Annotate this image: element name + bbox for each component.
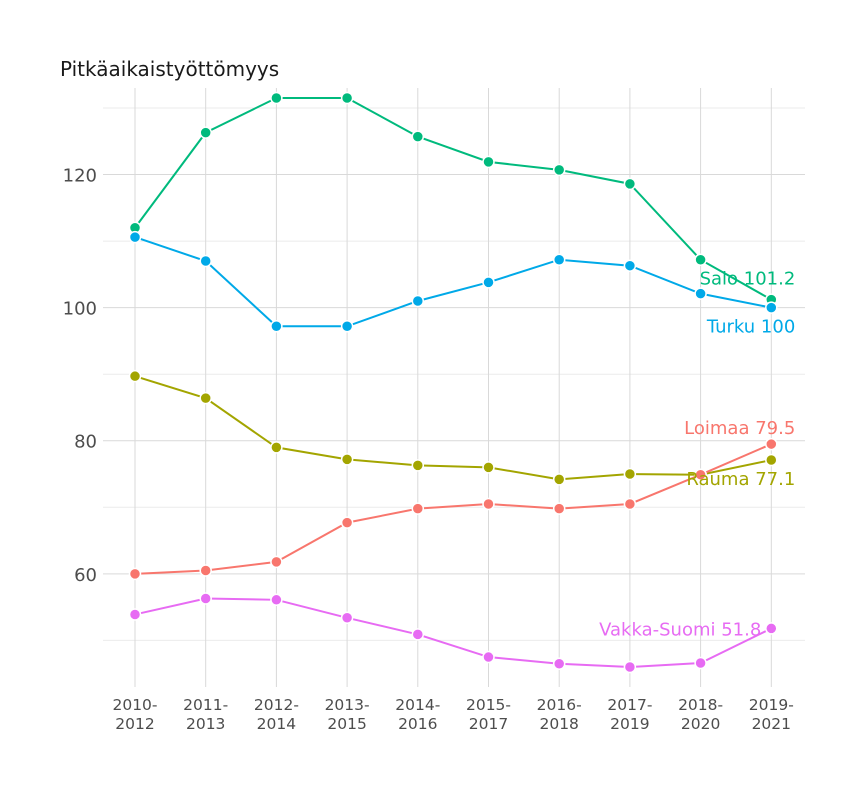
x-tick-label: 2017-2019 xyxy=(607,696,652,733)
data-point-rauma xyxy=(552,473,566,486)
end-label-turku: Turku 100 xyxy=(706,317,795,338)
x-tick-label: 2016-2018 xyxy=(537,696,582,733)
end-label-rauma: Rauma 77.1 xyxy=(686,469,795,490)
data-point-salo xyxy=(340,91,354,105)
y-axis: 60 80 100 120 xyxy=(63,166,97,586)
data-point-vakka-suomi xyxy=(128,608,142,621)
data-point-vakka-suomi xyxy=(765,622,778,635)
y-tick-label: 80 xyxy=(74,432,97,453)
data-point-vakka-suomi xyxy=(482,650,495,664)
data-point-vakka-suomi xyxy=(694,656,707,670)
x-tick-label: 2018-2020 xyxy=(678,696,723,733)
data-point-salo xyxy=(199,126,212,139)
data-point-rauma xyxy=(411,459,425,472)
data-point-turku xyxy=(340,320,354,333)
series-lines xyxy=(134,96,772,669)
data-point-vakka-suomi xyxy=(340,611,354,625)
chart-title: Pitkäaikaistyöttömyys xyxy=(60,57,279,81)
data-point-loimaa xyxy=(128,567,142,581)
grid xyxy=(103,88,805,687)
data-point-loimaa xyxy=(270,555,283,569)
data-point-loimaa xyxy=(623,497,637,511)
data-point-rauma xyxy=(270,441,283,454)
data-point-turku xyxy=(765,301,778,314)
data-point-loimaa xyxy=(340,516,354,529)
series-line-vakka-suomi xyxy=(134,597,772,669)
data-point-loimaa xyxy=(482,497,495,511)
data-point-vakka-suomi xyxy=(623,660,637,674)
series-points xyxy=(128,91,778,674)
data-point-vakka-suomi xyxy=(552,657,566,670)
series-line-turku xyxy=(134,236,772,328)
x-tick-label: 2015-2017 xyxy=(466,696,511,733)
data-point-turku xyxy=(623,259,637,272)
data-point-loimaa xyxy=(199,564,212,577)
data-point-rauma xyxy=(623,467,637,481)
data-point-salo xyxy=(270,91,283,105)
x-tick-label: 2013-2015 xyxy=(325,696,370,733)
data-point-salo xyxy=(623,177,637,191)
data-point-salo xyxy=(552,163,566,177)
data-point-loimaa xyxy=(552,502,566,515)
series-line-rauma xyxy=(134,375,772,481)
data-point-rauma xyxy=(128,369,142,383)
x-tick-label: 2019-2021 xyxy=(749,696,794,733)
data-point-loimaa xyxy=(411,502,425,515)
data-point-rauma xyxy=(199,391,212,405)
data-point-salo xyxy=(694,253,707,266)
data-point-vakka-suomi xyxy=(270,593,283,607)
data-point-loimaa xyxy=(765,437,778,451)
series-end-labels: Salo 101.2 Turku 100 Rauma 77.1 Loimaa 79.5… xyxy=(599,269,795,641)
data-point-rauma xyxy=(482,461,495,474)
y-tick-label: 100 xyxy=(63,299,97,320)
x-tick-label: 2014-2016 xyxy=(395,696,440,733)
end-label-vakka-suomi: Vakka-Suomi 51.8 xyxy=(599,619,761,640)
x-tick-label: 2012-2014 xyxy=(254,696,299,733)
x-axis: 2010-2012 2011-2013 2012-2014 2013-2015 2014… xyxy=(112,696,793,733)
data-point-vakka-suomi xyxy=(199,592,212,605)
series-line-loimaa xyxy=(134,443,772,575)
data-point-rauma xyxy=(765,453,778,467)
data-point-vakka-suomi xyxy=(411,628,425,641)
data-point-salo xyxy=(482,155,495,169)
y-tick-label: 60 xyxy=(74,565,97,586)
data-point-loimaa xyxy=(694,468,707,481)
data-point-turku xyxy=(694,287,707,300)
x-tick-label: 2010-2012 xyxy=(112,696,157,733)
data-point-turku xyxy=(482,276,495,289)
data-point-rauma xyxy=(340,453,354,466)
series-line-salo xyxy=(134,96,772,301)
x-tick-label: 2011-2013 xyxy=(183,696,228,733)
data-point-turku xyxy=(128,230,142,244)
data-point-turku xyxy=(411,294,425,308)
end-label-salo: Salo 101.2 xyxy=(700,269,796,290)
data-point-salo xyxy=(411,130,425,143)
data-point-turku xyxy=(270,320,283,333)
y-tick-label: 120 xyxy=(63,166,97,187)
data-point-turku xyxy=(199,254,212,268)
data-point-turku xyxy=(552,253,566,266)
end-label-loimaa: Loimaa 79.5 xyxy=(684,418,795,439)
